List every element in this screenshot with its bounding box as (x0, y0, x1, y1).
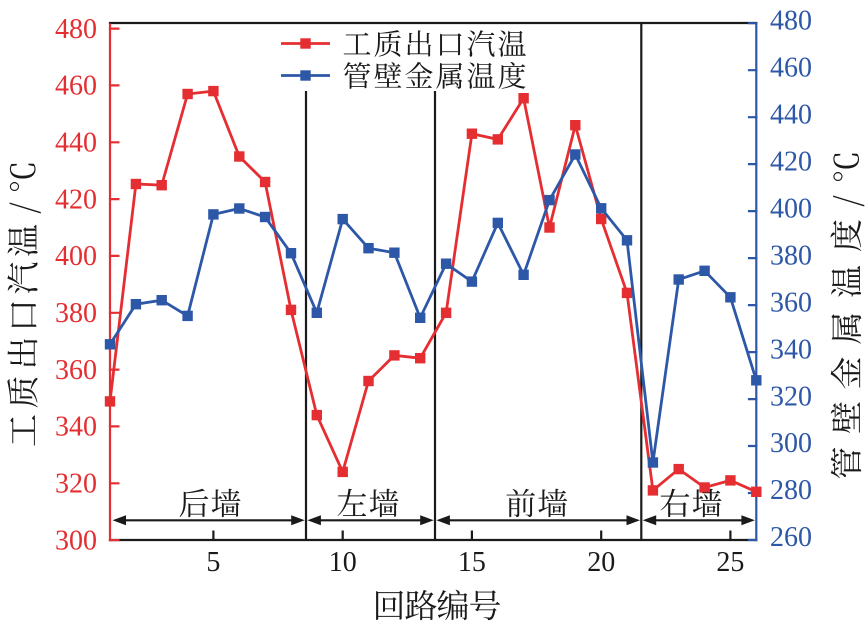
svg-text:10: 10 (329, 547, 357, 578)
svg-text:5: 5 (206, 547, 220, 578)
svg-text:420: 420 (770, 146, 812, 177)
svg-text:480: 480 (55, 14, 97, 45)
svg-text:340: 340 (55, 412, 97, 443)
svg-text:280: 280 (770, 475, 812, 506)
svg-text:480: 480 (770, 5, 812, 36)
svg-text:420: 420 (55, 184, 97, 215)
svg-text:440: 440 (55, 128, 97, 159)
svg-text:15: 15 (458, 547, 486, 578)
svg-text:360: 360 (55, 355, 97, 386)
svg-text:340: 340 (770, 334, 812, 365)
svg-text:460: 460 (770, 52, 812, 83)
svg-text:20: 20 (587, 547, 615, 578)
svg-text:360: 360 (770, 287, 812, 318)
svg-text:320: 320 (770, 381, 812, 412)
svg-text:300: 300 (770, 428, 812, 459)
svg-text:25: 25 (716, 547, 744, 578)
svg-text:380: 380 (55, 298, 97, 329)
svg-text:400: 400 (770, 193, 812, 224)
svg-text:300: 300 (55, 525, 97, 556)
svg-text:440: 440 (770, 99, 812, 130)
svg-text:260: 260 (770, 522, 812, 553)
svg-text:400: 400 (55, 241, 97, 272)
svg-text:380: 380 (770, 240, 812, 271)
svg-text:460: 460 (55, 71, 97, 102)
svg-text:320: 320 (55, 469, 97, 500)
